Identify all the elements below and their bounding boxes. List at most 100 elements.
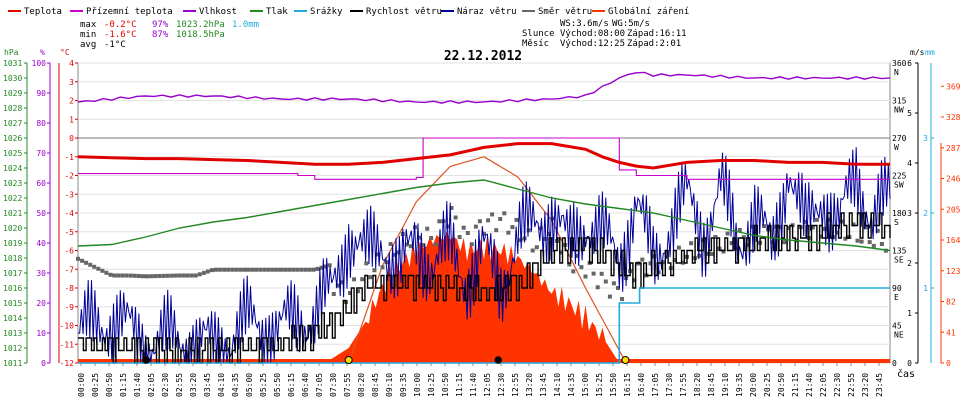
wind-direction-point: [709, 252, 714, 256]
pressure-tick-label: 1028: [3, 104, 22, 113]
wind-tick-label: 0: [907, 359, 912, 368]
wind-direction-point: [725, 231, 730, 236]
time-tick-label: 15:25: [595, 373, 604, 397]
temp-tick-label: 0: [69, 134, 74, 143]
time-tick-label: 00:50: [105, 373, 114, 397]
direction-tick-label: 270: [892, 134, 907, 143]
time-tick-label: 12:55: [511, 373, 520, 397]
legend-label: Přízemní teplota: [86, 7, 173, 17]
wind-direction-point: [469, 242, 474, 247]
pressure-tick-label: 1017: [3, 269, 22, 278]
wind-gust-line: [77, 147, 891, 364]
wind-direction-point: [786, 226, 791, 231]
wind-direction-point: [84, 260, 89, 265]
wind-direction-point: [599, 271, 604, 276]
humidity-tick-label: 0: [41, 359, 46, 368]
humidity-axis-title: %: [40, 48, 45, 57]
wind-direction-point: [295, 267, 300, 272]
time-tick-label: 22:30: [833, 373, 842, 397]
wind-direction-point: [762, 224, 767, 229]
wind-direction-point: [100, 268, 105, 273]
wind-tick-label: 1: [907, 309, 912, 318]
wind-direction-point: [713, 235, 718, 239]
temp-tick-label: 2: [69, 97, 74, 106]
wind-direction-point: [291, 267, 296, 272]
wind-direction-point: [279, 267, 283, 272]
wind-direction-point: [348, 291, 352, 295]
wind-direction-point: [128, 273, 133, 278]
time-tick-label: 00:00: [77, 373, 86, 397]
wind-direction-point: [161, 273, 166, 278]
wind-direction-point: [372, 268, 377, 273]
direction-tick-label: 90: [892, 284, 902, 293]
time-tick-label: 21:15: [791, 373, 800, 397]
wind-direction-point: [283, 267, 288, 272]
time-tick-label: 00:25: [91, 373, 100, 397]
wind-direction-point: [737, 228, 742, 232]
time-tick-label: 02:05: [147, 373, 156, 397]
legend: Teplota Přízemní teplota Vlhkost Tlak Srážky…: [8, 7, 689, 17]
wind-direction-point: [201, 270, 206, 275]
direction-cardinal-label: NE: [894, 331, 904, 340]
time-tick-label: 23:45: [875, 373, 884, 397]
wind-direction-point: [494, 228, 499, 233]
wind-direction-point: [457, 235, 462, 239]
solar-tick-label: 164: [946, 236, 961, 245]
legend-label: Vlhkost: [199, 7, 237, 17]
wind-gust-info: WG:5m/s: [612, 19, 650, 29]
wind-direction-point: [299, 267, 304, 272]
wind-direction-point: [595, 285, 600, 290]
time-tick-label: 18:20: [693, 373, 702, 397]
wind-direction-point: [542, 236, 547, 241]
wind-direction-point: [616, 286, 620, 290]
legend-label: Teplota: [24, 7, 62, 17]
temp-tick-label: -12: [60, 359, 75, 368]
wind-direction-point: [116, 273, 121, 278]
wind-direction-point: [498, 217, 503, 221]
wind-direction-point: [173, 273, 178, 278]
temp-tick-label: 4: [69, 59, 74, 68]
clear-sky-curve: [348, 156, 627, 364]
wind-direction-point: [226, 267, 231, 272]
wind-direction-point: [136, 274, 141, 278]
wind-axis-title: m/s: [910, 48, 925, 57]
wind-direction-point: [421, 243, 426, 248]
wind-tick-label: 5: [907, 109, 912, 118]
wind-direction-point: [210, 268, 214, 273]
pressure-tick-label: 1016: [3, 284, 22, 293]
wind-direction-point: [465, 231, 470, 235]
temperature-line: [77, 142, 890, 170]
wind-direction-point: [461, 225, 466, 230]
moonrise-marker: [494, 356, 502, 364]
wind-direction-point: [620, 297, 624, 301]
header-info: max -0.2°C 97% 1023.2hPa 1.0mm min -1.6°C 87% 10…: [80, 19, 687, 50]
time-tick-label: 19:10: [721, 373, 730, 397]
wind-tick-label: 2: [907, 259, 912, 268]
wind-direction-point: [490, 212, 495, 217]
wind-direction-point: [234, 267, 239, 272]
time-tick-label: 08:20: [357, 373, 366, 397]
time-tick-label: 19:35: [735, 373, 744, 397]
time-tick-label: 15:50: [609, 373, 618, 397]
sun-label: Slunce: [522, 29, 555, 39]
wind-direction-point: [331, 292, 336, 296]
time-tick-label: 10:00: [413, 373, 422, 397]
time-tick-label: 07:30: [329, 373, 338, 397]
temp-tick-label: -5: [64, 228, 74, 237]
stat-pressure: 1018.5hPa: [176, 30, 225, 40]
wind-direction-point: [437, 219, 442, 224]
legend-label: Srážky: [310, 7, 343, 17]
time-tick-label: 17:05: [651, 373, 660, 397]
time-tick-label: 02:55: [175, 373, 184, 397]
time-tick-label: 17:55: [679, 373, 688, 397]
wind-tick-label: 3: [907, 209, 912, 218]
wind-direction-point: [108, 272, 113, 277]
stat-temp: -1.6°C: [104, 30, 137, 40]
wind-speed-info: WS:3.6m/s: [560, 19, 609, 29]
humidity-line: [77, 71, 891, 104]
pressure-tick-label: 1018: [3, 254, 22, 263]
temp-tick-label: 3: [69, 78, 74, 87]
wind-direction-point: [270, 267, 275, 272]
temp-tick-label: 1: [69, 115, 74, 124]
time-tick-label: 20:50: [777, 373, 786, 397]
